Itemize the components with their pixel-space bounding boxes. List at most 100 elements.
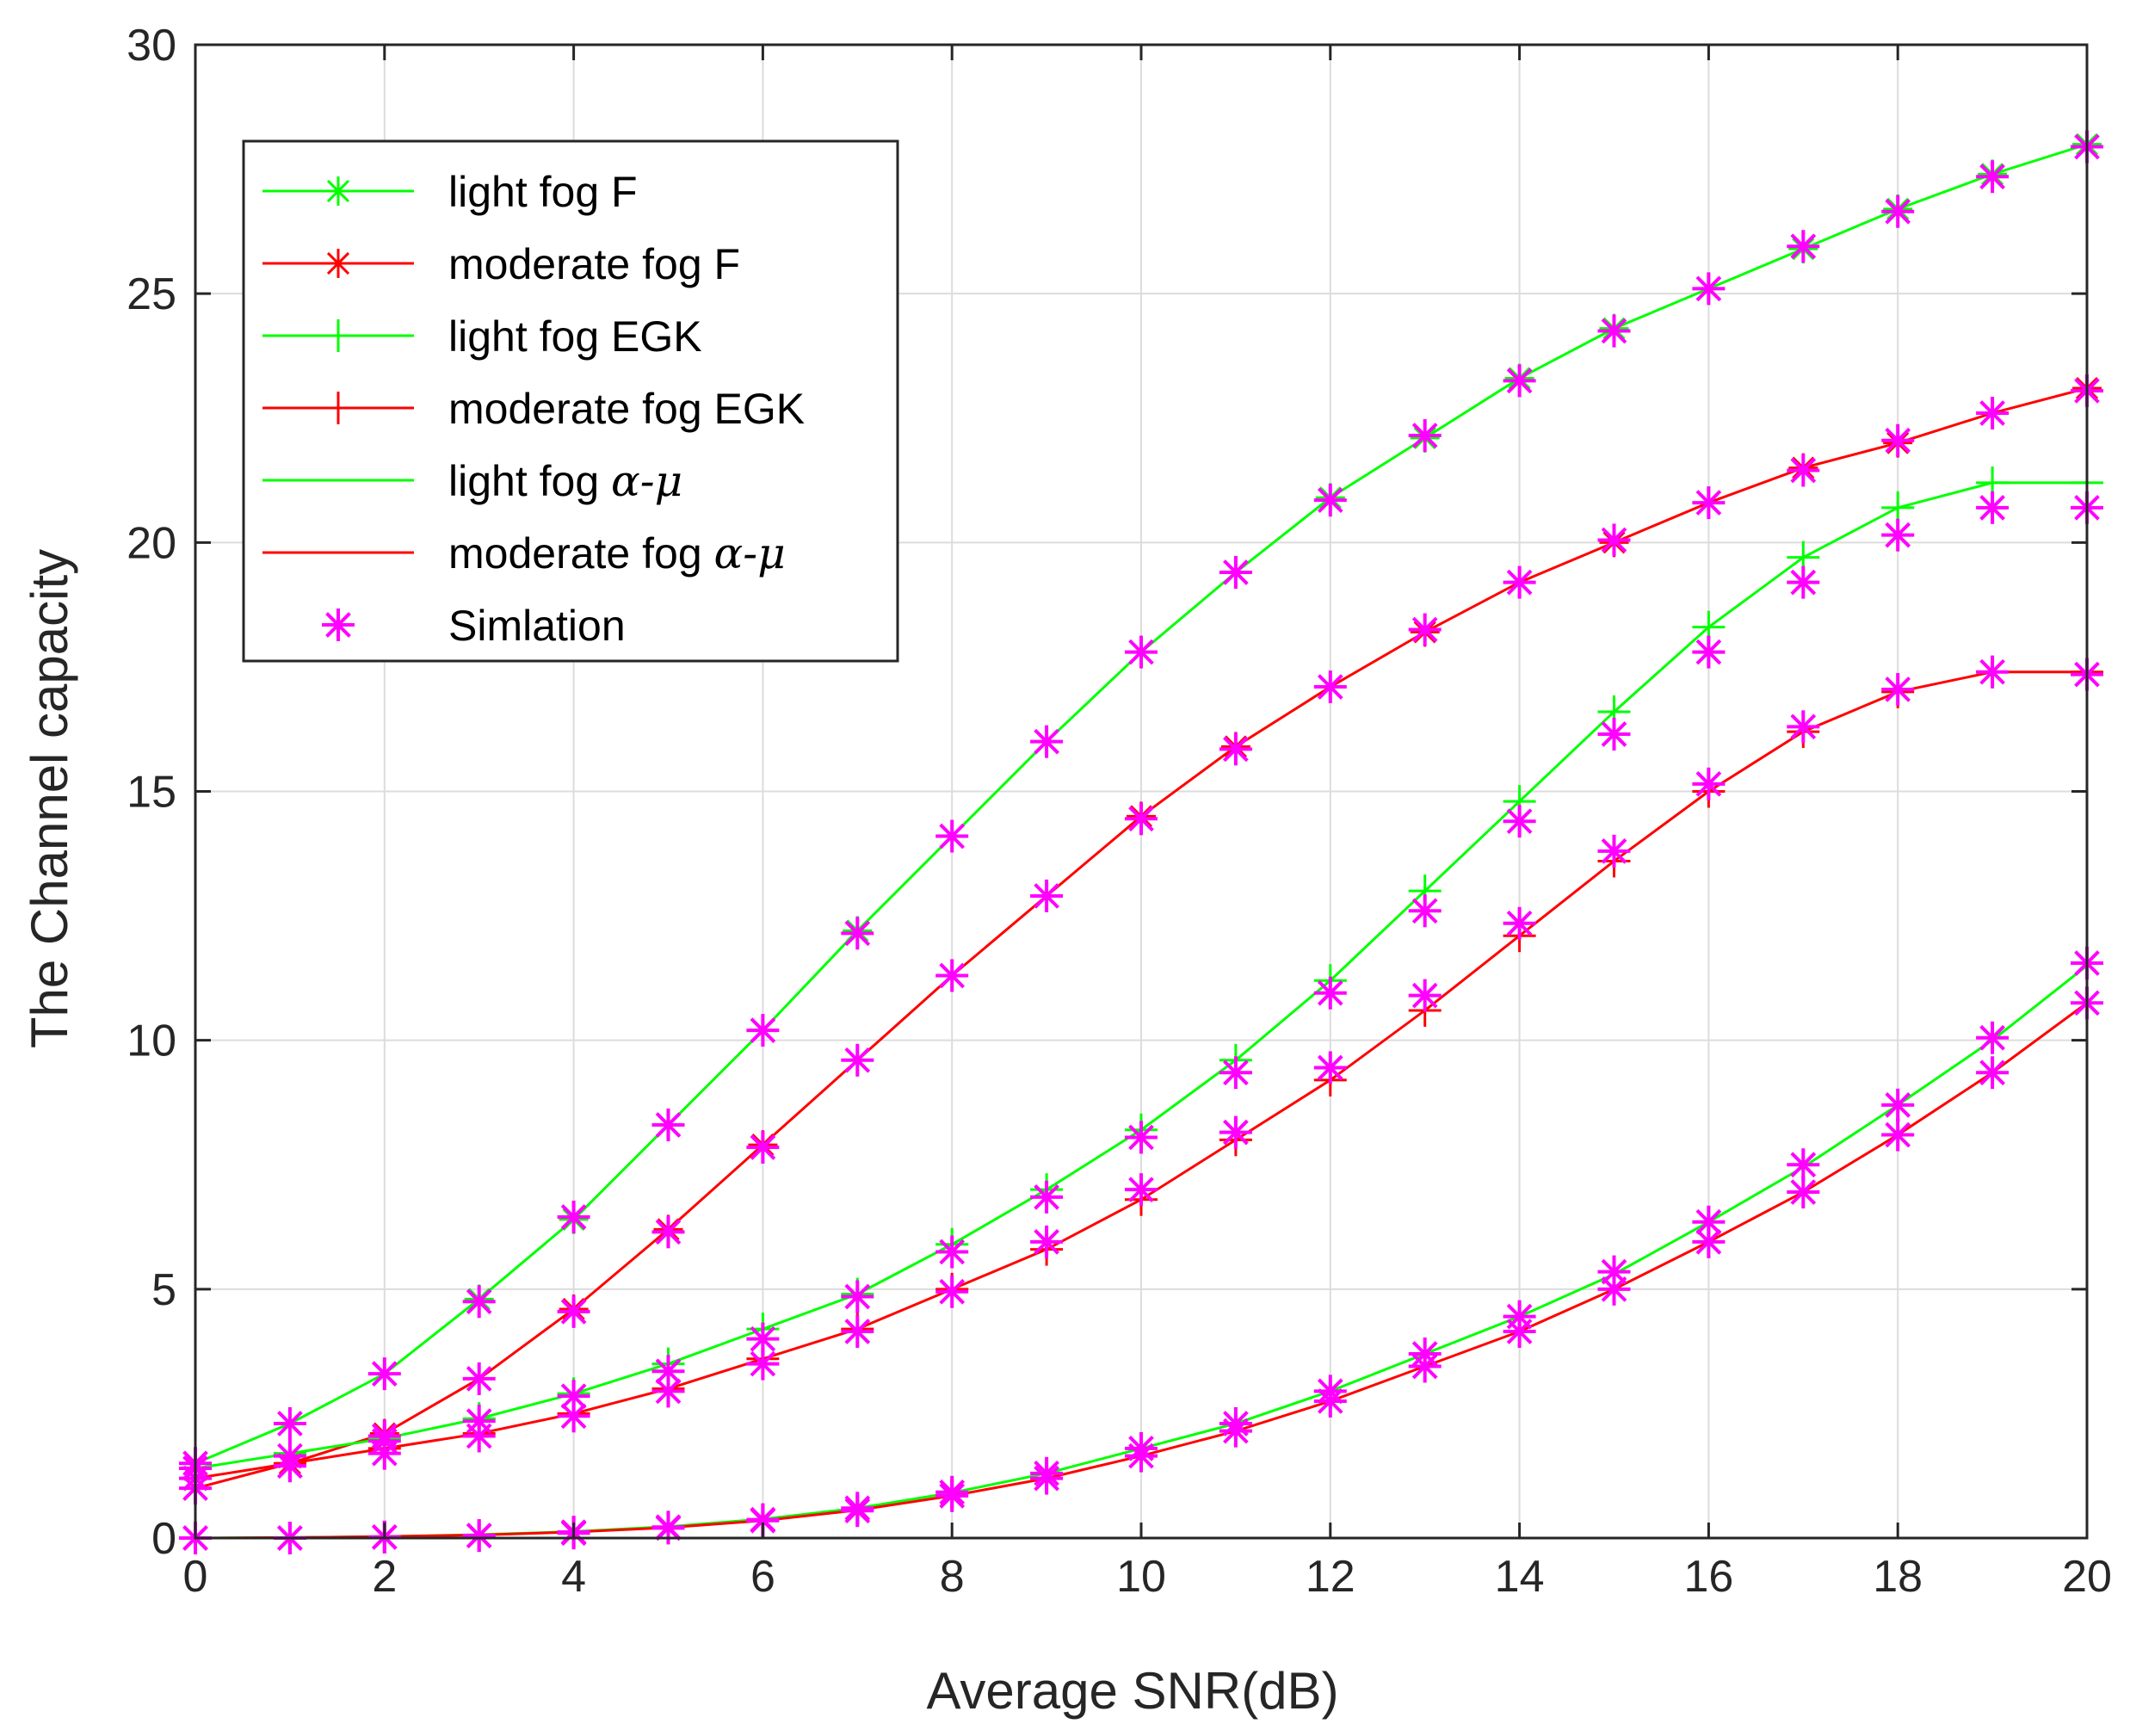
simulation-marker [1125,802,1158,836]
simulation-marker [841,1043,874,1077]
legend-label-text: light fog [448,457,611,505]
simulation-marker [462,1285,496,1319]
legend-label: moderate fog EGK [448,385,805,433]
simulation-marker [367,1357,401,1391]
legend-label-math: α-μ [714,528,786,578]
simulation-marker [746,1322,780,1356]
simulation-marker [367,1436,401,1470]
legend-entry: Simlation [322,602,626,650]
y-tick-label: 20 [127,518,176,568]
legend-entry: moderate fog EGK [262,385,805,433]
legend-label: Simlation [448,602,626,650]
simulation-marker [1219,732,1252,766]
simulation-marker [1030,879,1064,912]
legend-entry: light fog EGK [262,312,702,361]
simulation-marker [1692,767,1726,800]
simulation-marker [1881,1088,1915,1121]
x-tick-label: 14 [1495,1552,1545,1602]
simulation-marker [1219,556,1252,590]
simulation-marker [1030,1461,1064,1495]
y-tick-label: 30 [127,21,176,71]
x-tick-label: 4 [561,1552,586,1602]
x-tick-label: 18 [1873,1552,1923,1602]
simulation-marker [651,1108,685,1141]
simulation-marker [273,1449,306,1483]
simulation-marker [746,1504,780,1537]
simulation-marker [1313,1384,1347,1418]
legend-label-text: moderate fog F [448,240,740,288]
legend-entry: light fog F [262,168,638,216]
simulation-marker [1787,1176,1820,1209]
simulation-marker [1030,725,1064,758]
legend-box [242,139,899,663]
tick-label-layer: 0 2 4 6 8 10 12 14 16 18 20 0 5 10 15 20 25 30 [127,21,2112,1602]
simulation-marker [1313,670,1347,704]
legend-label: light fog α-μ [448,456,682,506]
legend-label-text: moderate fog EGK [448,385,805,433]
simulation-marker [841,1314,874,1348]
simulation-marker [1408,894,1442,928]
simulation-marker [1030,1225,1064,1258]
y-axis-label: The Channel capacity [21,549,78,1048]
simulation-marker [1219,1056,1252,1090]
y-tick-label: 15 [127,768,176,818]
x-axis-label: Average SNR(dB) [926,1662,1338,1720]
simulation-marker [1313,976,1347,1010]
simulation-marker [1881,672,1915,706]
legend-label-text: light fog EGK [448,312,702,361]
simulation-marker [1976,1021,2010,1054]
simulation-marker [841,1280,874,1313]
simulation-marker [1692,635,1726,669]
simulation-marker [841,917,874,950]
x-tick-label: 10 [1116,1552,1166,1602]
legend-label-math: α-μ [611,456,682,506]
simulation-marker [935,819,969,853]
simulation-marker [1692,486,1726,520]
simulation-marker [935,1275,969,1308]
simulation-marker [935,959,969,992]
simulation-marker [1125,1173,1158,1207]
x-tick-label: 8 [940,1552,965,1602]
legend-entry: light fog α-μ [262,456,682,506]
simulation-marker [1503,805,1536,838]
simulation-marker [1503,364,1536,398]
simulation-marker [651,1511,685,1545]
legend-label: light fog EGK [448,312,702,361]
simulation-marker [1787,710,1820,744]
simulation-marker [935,1479,969,1512]
simulation-marker [1408,613,1442,646]
legend-label: moderate fog α-μ [448,528,786,578]
simulation-marker [651,1215,685,1249]
x-tick-label: 16 [1683,1552,1733,1602]
data-point-marker [1881,491,1915,524]
simulation-marker [462,1419,496,1453]
simulation-marker [1408,1350,1442,1383]
simulation-marker [1125,1439,1158,1473]
simulation-marker [1030,1180,1064,1214]
simulation-marker [557,1399,590,1433]
legend: light fog F moderate fog F light fog EGK mo… [242,139,899,663]
y-tick-label: 10 [127,1016,176,1066]
simulation-marker [1692,1225,1726,1258]
x-tick-label: 2 [372,1552,397,1602]
simulation-marker [1692,272,1726,306]
simulation-marker [1313,1051,1347,1084]
legend-label-text: Simlation [448,602,626,650]
legend-entry: moderate fog α-μ [262,528,786,578]
legend-label: light fog F [448,168,638,216]
simulation-marker [1125,635,1158,669]
legend-label: moderate fog F [448,240,740,288]
simulation-marker [273,1406,306,1440]
simulation-marker [557,1200,590,1233]
simulation-marker [1976,160,2010,194]
simulation-marker [1597,717,1631,751]
simulation-marker [462,1362,496,1395]
simulation-marker [1976,491,2010,524]
x-tick-label: 0 [183,1552,208,1602]
legend-entry: moderate fog F [262,240,740,288]
simulation-marker [1597,834,1631,868]
simulation-marker [1881,1118,1915,1152]
simulation-marker [651,1375,685,1408]
y-tick-label: 25 [127,269,176,319]
simulation-marker [1976,396,2010,429]
